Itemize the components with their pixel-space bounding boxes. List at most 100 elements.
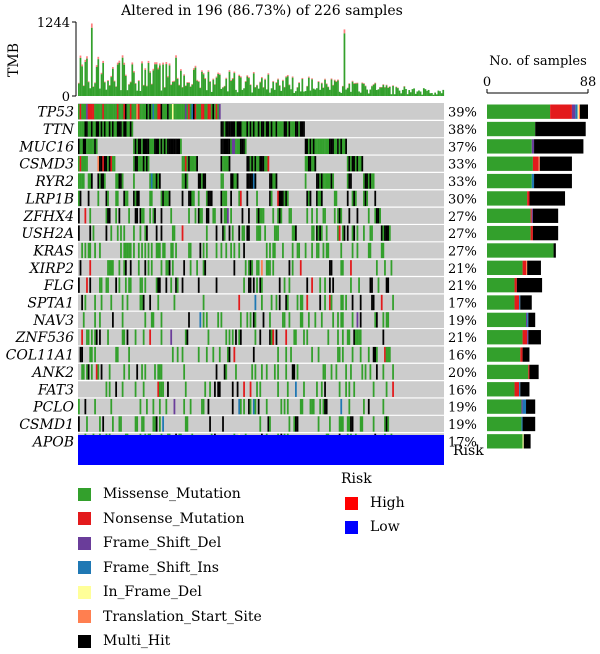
tmb-bar-segment (262, 87, 265, 88)
legend-swatch (78, 610, 91, 624)
mutation-cell (324, 381, 326, 397)
mutation-cell (285, 121, 288, 137)
gene-percent-label: 16% (448, 349, 477, 364)
tmb-bar-segment (102, 60, 105, 63)
mutation-cell (141, 104, 143, 120)
mutation-cell (194, 156, 197, 172)
tmb-bar-segment (202, 72, 205, 75)
mutation-cell (105, 104, 108, 120)
mutation-cell (123, 225, 126, 241)
mutation-cell (165, 104, 168, 120)
mutation-cell (189, 156, 192, 172)
tmb-bar-segment (78, 82, 80, 84)
mutation-cell (183, 398, 186, 415)
side-bar-segment (531, 173, 535, 189)
mutation-cell (277, 364, 279, 380)
tmb-bar-segment (154, 62, 156, 65)
tmb-bar (160, 90, 163, 96)
mutation-cell (261, 208, 263, 224)
mutation-cell (380, 225, 383, 241)
mutation-cell (388, 346, 391, 363)
tmb-bar (354, 83, 357, 96)
tmb-bar (230, 80, 232, 96)
mutation-cell (118, 173, 121, 189)
mutation-cell (222, 416, 224, 432)
mutation-cell (212, 346, 215, 363)
mutation-cell (87, 121, 90, 137)
mutation-cell (296, 364, 299, 380)
tmb-bar-segment (82, 85, 85, 87)
mutation-cell (363, 225, 365, 241)
gene-percent-label: 16% (448, 383, 477, 398)
mutation-cell (158, 138, 161, 155)
mutation-cell (233, 121, 236, 137)
mutation-cell (205, 312, 208, 328)
mutation-cell (99, 312, 101, 328)
mutation-cell (86, 138, 88, 155)
tmb-bar (212, 79, 215, 96)
mutation-cell (272, 173, 275, 189)
mutation-cell (86, 416, 88, 432)
mutation-cell (162, 104, 164, 120)
tmb-bar-segment (384, 87, 386, 88)
mutation-cell (222, 190, 224, 207)
tmb-bar (421, 94, 424, 96)
mutation-cell (375, 364, 378, 380)
tmb-bar-segment (278, 85, 281, 86)
mutation-cell (215, 225, 218, 241)
tmb-bar (277, 79, 279, 96)
mutation-cell (249, 277, 252, 293)
mutation-cell (384, 225, 386, 241)
mutation-cell (256, 208, 258, 224)
mutation-cell (118, 104, 121, 120)
tmb-bar (366, 89, 368, 96)
gene-percent-label: 38% (448, 123, 477, 138)
mutation-cell (364, 173, 367, 189)
mutation-cell (160, 225, 163, 241)
tmb-bar-segment (150, 83, 153, 85)
mutation-cell (126, 242, 129, 259)
tmb-bar-segment (249, 84, 252, 86)
mutation-cell (186, 173, 189, 189)
mutation-cell (238, 121, 241, 137)
tmb-bar (295, 91, 297, 96)
mutation-cell (105, 208, 108, 224)
mutation-cell (209, 416, 211, 432)
mutation-cell (327, 138, 330, 155)
mutation-cell (367, 398, 370, 415)
side-bar-segment (526, 260, 528, 275)
mutation-cell (225, 121, 228, 137)
mutation-cell (134, 190, 137, 207)
tmb-bar-segment (356, 82, 359, 84)
side-bar-segment (521, 416, 523, 432)
tmb-bar (81, 66, 83, 96)
mutation-cell (141, 242, 143, 259)
mutation-cell (102, 104, 105, 120)
mutation-cell (265, 121, 268, 137)
mutation-cell (350, 364, 352, 380)
tmb-bar (418, 90, 420, 96)
tmb-bar-segment (388, 86, 391, 87)
mutation-cell (86, 329, 88, 345)
side-bars (487, 104, 588, 449)
mutation-cell (317, 416, 320, 432)
mutation-cell (137, 260, 140, 276)
mutation-cell (288, 416, 291, 432)
tmb-bar-segment (100, 72, 103, 75)
mutation-cell (99, 277, 101, 293)
mutation-cell (333, 190, 336, 207)
tmb-bar-segment (354, 82, 357, 84)
mutation-cell (233, 346, 236, 363)
mutation-cell (359, 312, 362, 328)
mutation-cell (201, 104, 203, 120)
mutation-cell (116, 225, 119, 241)
mutation-cell (121, 329, 124, 345)
mutation-cell (105, 121, 108, 137)
mutation-cell (160, 312, 163, 328)
mutation-cell (306, 277, 309, 293)
mutation-cell (353, 225, 356, 241)
mutation-cell (304, 156, 307, 172)
mutation-cell (225, 190, 228, 207)
tmb-bar (333, 80, 336, 96)
